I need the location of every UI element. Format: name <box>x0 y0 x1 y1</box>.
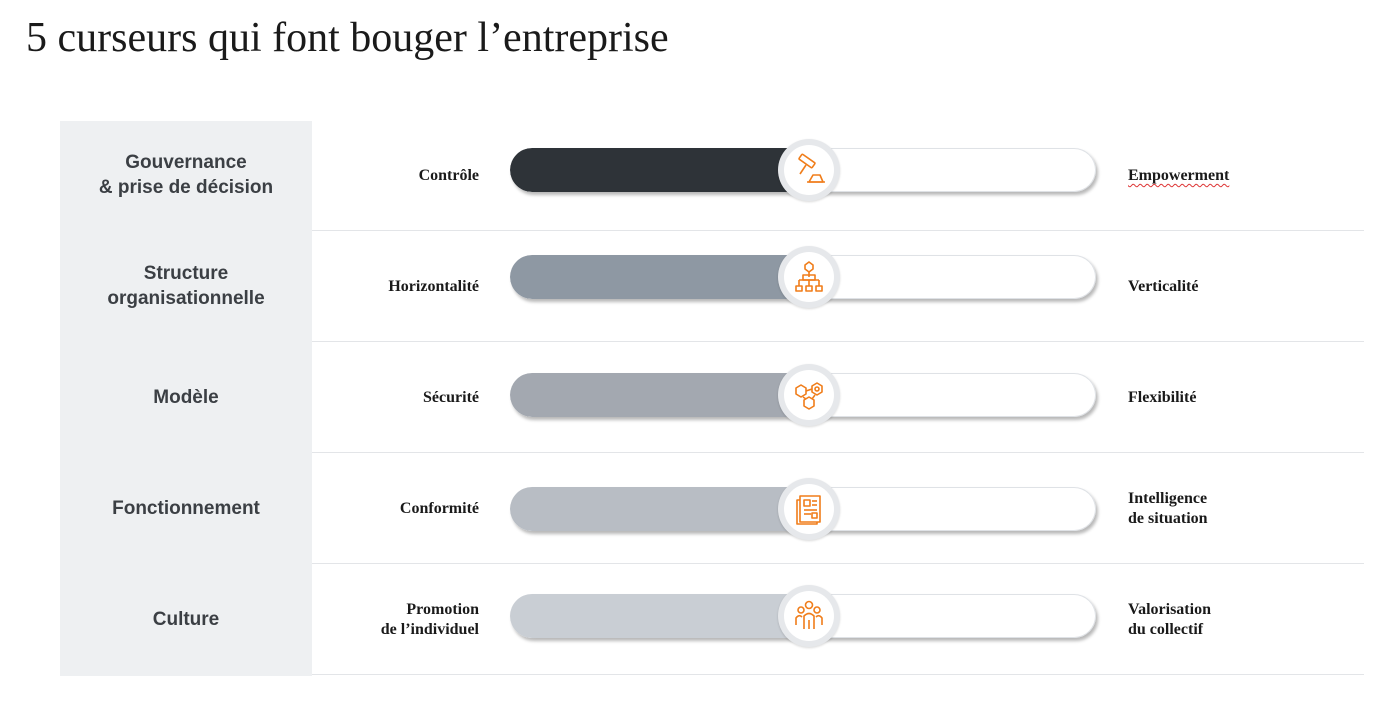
right-pole-label: Flexibilité <box>1128 389 1197 406</box>
category-label: Fonctionnement <box>112 497 260 519</box>
divider <box>312 341 1364 342</box>
sliders-panel: Gouvernance & prise de décision Contrôle… <box>60 121 1364 676</box>
left-pole-label: Promotion de l’individuel <box>380 601 479 638</box>
category-label: Culture <box>152 608 220 630</box>
divider <box>312 674 1364 675</box>
category-label: Modèle <box>153 386 219 408</box>
slider-row-structure: Structure organisationnelle Horizontalit… <box>60 232 1364 342</box>
slider-fill <box>510 255 813 299</box>
divider <box>312 563 1364 564</box>
slider-fill <box>510 148 813 192</box>
document-icon <box>796 495 821 525</box>
right-pole-label: Empowerment <box>1128 167 1230 184</box>
slider-row-culture: Culture Promotion de l’individuel Valori… <box>60 565 1364 675</box>
left-pole-label: Conformité <box>399 500 479 517</box>
right-pole-label: Intelligence de situation <box>1128 490 1208 527</box>
divider <box>312 230 1364 231</box>
org-chart-icon <box>795 261 823 292</box>
category-label: Gouvernance & prise de décision <box>98 152 274 198</box>
slider-fill <box>510 594 813 638</box>
slider-knob[interactable] <box>778 585 840 647</box>
slider-knob[interactable] <box>778 478 840 540</box>
left-pole-label: Horizontalité <box>388 278 479 295</box>
slider-fill <box>510 373 813 417</box>
slider-row-gouvernance: Gouvernance & prise de décision Contrôle… <box>60 121 1364 231</box>
slider-fill <box>510 487 813 531</box>
network-icon <box>795 382 823 410</box>
slider-row-modele: Modèle Sécurité Flexibilité <box>60 343 1364 453</box>
gavel-icon <box>798 153 825 183</box>
left-pole-label: Contrôle <box>418 167 479 184</box>
slider-row-fonctionnement: Fonctionnement Conformité Intelligence d… <box>60 454 1364 564</box>
left-pole-label: Sécurité <box>423 389 479 406</box>
slider-knob[interactable] <box>778 139 840 201</box>
team-icon <box>795 600 823 629</box>
category-column <box>60 121 312 676</box>
category-label: Structure organisationnelle <box>107 263 265 309</box>
right-pole-label: Valorisation du collectif <box>1128 601 1211 638</box>
slider-knob[interactable] <box>778 246 840 308</box>
divider <box>312 452 1364 453</box>
page-title: 5 curseurs qui font bouger l’entreprise <box>26 15 669 61</box>
slider-knob[interactable] <box>778 364 840 426</box>
right-pole-label: Verticalité <box>1128 278 1199 295</box>
